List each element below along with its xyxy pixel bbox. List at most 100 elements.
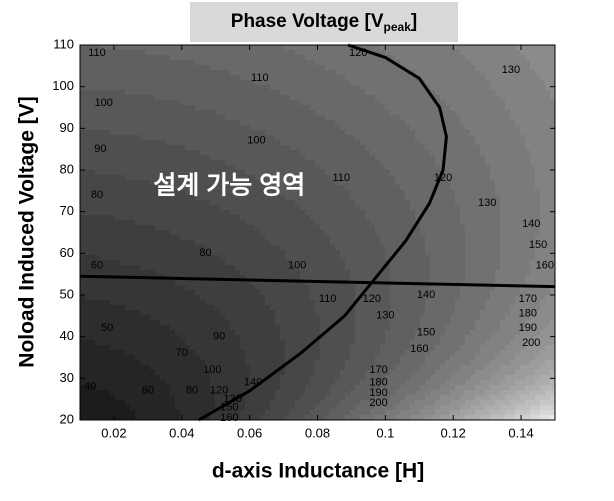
contour-cell [515,150,521,156]
contour-cell [275,235,281,241]
contour-cell [325,80,331,86]
contour-cell [125,165,131,171]
contour-cell [145,175,151,181]
contour-cell [450,135,456,141]
contour-cell [170,260,176,266]
contour-cell [240,250,246,256]
contour-cell [395,265,401,271]
contour-cell [325,220,331,226]
contour-cell [150,45,156,51]
contour-cell [225,95,231,101]
contour-cell [195,75,201,81]
contour-cell [430,110,436,116]
contour-cell [540,195,546,201]
contour-cell [495,260,501,266]
contour-cell [160,230,166,236]
contour-cell [340,120,346,126]
contour-cell [150,125,156,131]
contour-cell [335,90,341,96]
contour-cell [465,295,471,301]
contour-cell [465,75,471,81]
contour-cell [305,290,311,296]
contour-cell [545,175,551,181]
contour-cell [115,205,121,211]
contour-cell [230,205,236,211]
contour-cell [345,145,351,151]
contour-cell [360,215,366,221]
contour-cell [445,50,451,56]
contour-cell [480,140,486,146]
contour-cell [80,210,86,216]
contour-cell [540,170,546,176]
contour-cell [100,295,106,301]
contour-cell [395,210,401,216]
contour-cell [185,95,191,101]
contour-cell [375,150,381,156]
contour-cell [295,75,301,81]
contour-cell [200,90,206,96]
contour-cell [175,125,181,131]
contour-cell [480,65,486,71]
contour-cell [205,285,211,291]
contour-cell [375,295,381,301]
contour-cell [90,60,96,66]
contour-cell [395,240,401,246]
contour-cell [320,170,326,176]
contour-cell [430,170,436,176]
contour-cell [520,210,526,216]
contour-cell [270,165,276,171]
contour-cell [405,165,411,171]
contour-cell [520,220,526,226]
contour-cell [390,165,396,171]
contour-cell [135,155,141,161]
contour-cell [130,285,136,291]
contour-cell [495,135,501,141]
contour-cell [115,145,121,151]
contour-cell [120,160,126,166]
contour-cell [485,60,491,66]
contour-cell [165,85,171,91]
contour-cell [450,270,456,276]
contour-cell [175,155,181,161]
contour-cell [455,85,461,91]
contour-cell [455,70,461,76]
contour-cell [460,110,466,116]
contour-cell [415,235,421,241]
contour-cell [325,85,331,91]
contour-cell [335,295,341,301]
contour-cell [465,70,471,76]
contour-cell [250,280,256,286]
contour-cell [110,150,116,156]
contour-cell [545,85,551,91]
contour-cell [285,230,291,236]
contour-cell [450,120,456,126]
contour-cell [175,80,181,86]
contour-cell [300,120,306,126]
contour-cell [530,280,536,286]
contour-cell [545,90,551,96]
contour-cell [190,190,196,196]
contour-cell [240,165,246,171]
contour-cell [480,230,486,236]
contour-cell [465,60,471,66]
contour-cell [325,170,331,176]
contour-cell [230,280,236,286]
contour-cell [355,165,361,171]
contour-cell [280,95,286,101]
contour-cell [530,130,536,136]
contour-cell [155,205,161,211]
contour-cell [90,45,96,51]
contour-cell [290,225,296,231]
contour-cell [515,220,521,226]
contour-cell [330,290,336,296]
contour-cell [95,170,101,176]
contour-cell [340,70,346,76]
contour-cell [335,130,341,136]
contour-cell [435,185,441,191]
contour-cell [155,235,161,241]
contour-cell [80,220,86,226]
contour-cell [145,160,151,166]
contour-cell [435,175,441,181]
contour-cell [275,120,281,126]
contour-cell [220,280,226,286]
